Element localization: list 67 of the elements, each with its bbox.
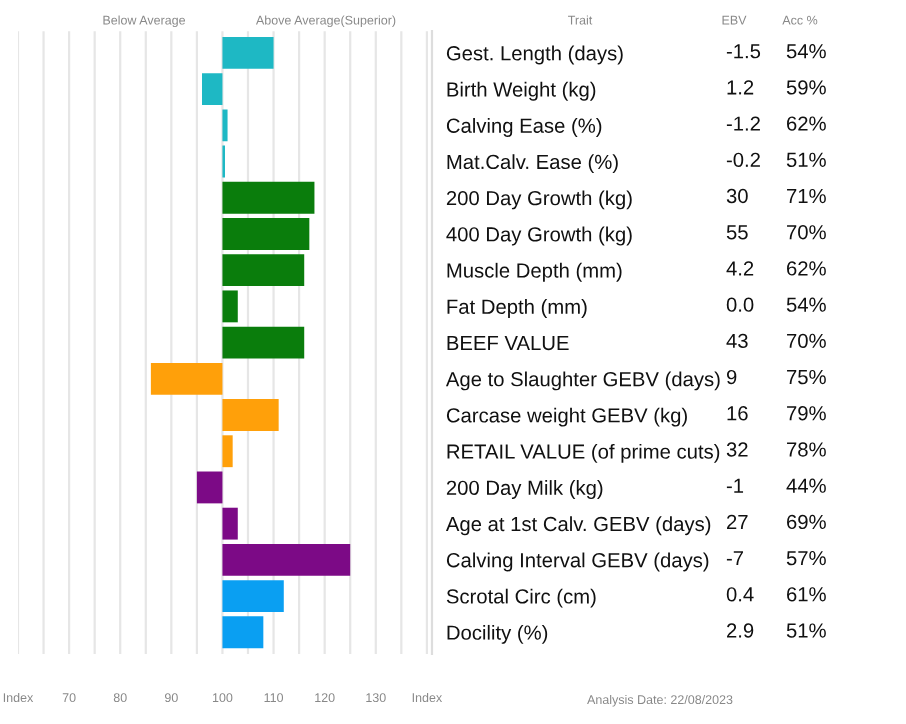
- bar: [222, 616, 264, 649]
- y-tick-label: Gest. Length (days): [446, 45, 623, 65]
- bar: [222, 580, 284, 612]
- text: 32: [726, 442, 748, 457]
- y-tick-label: Scrotal Circ (cm): [446, 588, 596, 608]
- bar: [196, 471, 223, 504]
- y-tick-label: BEEF VALUE: [447, 336, 569, 351]
- y-tick-label: Fat Depth (mm): [447, 299, 587, 318]
- text: 51%: [786, 623, 826, 638]
- bar: [222, 507, 238, 540]
- bar: [150, 362, 223, 395]
- text: 78%: [787, 442, 826, 457]
- text: 9: [726, 369, 737, 385]
- y-tick-label: Age at 1st Calv. GEBV (days): [445, 516, 711, 536]
- y-tick-label: 200 Day Growth (kg): [446, 190, 632, 210]
- text: 54%: [786, 44, 826, 59]
- text: 44%: [786, 478, 826, 493]
- text: 0.4: [726, 587, 754, 602]
- text: 79%: [787, 406, 826, 421]
- bar: [222, 543, 351, 576]
- bar: [222, 254, 305, 287]
- text: 69%: [787, 514, 826, 530]
- text: 2.9: [727, 623, 754, 638]
- text: -1.2: [726, 116, 760, 131]
- text: 57%: [786, 551, 826, 566]
- text: 62%: [787, 116, 826, 131]
- y-tick-label: Calving Interval GEBV (days): [446, 552, 709, 572]
- y-tick-label: RETAIL VALUE (of prime cuts): [447, 443, 720, 463]
- y-tick-label: Age to Slaughter GEBV (days): [445, 371, 720, 391]
- bar: [222, 435, 233, 468]
- bar: [222, 181, 315, 214]
- text: -1.5: [726, 44, 761, 59]
- y-tick-label: Mat.Calv. Ease (%): [447, 154, 618, 174]
- y-tick-label: Muscle Depth (mm): [447, 262, 622, 282]
- text: -1: [726, 478, 744, 493]
- text: 61%: [787, 587, 826, 602]
- text: 62%: [787, 261, 826, 276]
- bar: [222, 218, 310, 250]
- text: 71%: [787, 188, 826, 204]
- bar: [222, 109, 228, 142]
- text: 55: [726, 225, 748, 240]
- y-tick-label: 400 Day Growth (kg): [446, 226, 632, 246]
- text: 4.2: [726, 261, 754, 276]
- text: 70%: [787, 225, 826, 240]
- text: 30: [726, 188, 748, 204]
- text: 27: [727, 514, 748, 529]
- bar: [202, 73, 223, 106]
- text: 75%: [787, 369, 826, 385]
- y-tick-label: Docility (%): [447, 624, 548, 644]
- y-tick-label: Carcase weight GEBV (kg): [446, 407, 687, 427]
- text: 1.2: [727, 80, 754, 95]
- text: -7: [726, 551, 744, 566]
- bar: [222, 326, 305, 359]
- bar: [222, 399, 279, 431]
- y-tick-label: Birth Weight (kg): [447, 81, 596, 101]
- y-tick-label: Calving Ease (%): [446, 118, 602, 137]
- bar: [222, 290, 238, 323]
- text: 0.0: [726, 297, 754, 312]
- text: 43: [726, 333, 748, 349]
- text: 16: [727, 406, 748, 421]
- text: 54%: [786, 297, 826, 312]
- y-tick-label: 200 Day Milk (kg): [446, 480, 603, 499]
- text: 59%: [786, 80, 826, 95]
- bar: [222, 36, 274, 69]
- text: 70%: [787, 333, 826, 349]
- text: 51%: [786, 152, 826, 167]
- text: -0.2: [726, 152, 760, 167]
